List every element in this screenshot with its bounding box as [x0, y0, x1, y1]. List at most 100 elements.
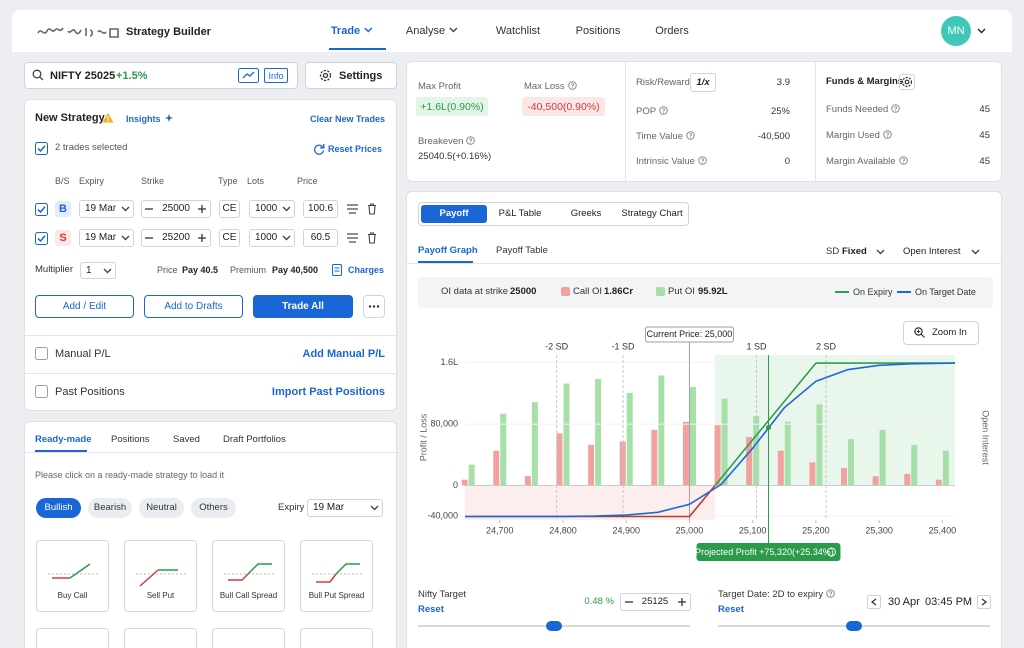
minus[interactable] [144, 233, 154, 243]
tab[interactable]: Ready-made [35, 434, 92, 445]
icon-part [469, 138, 473, 142]
chart-icon[interactable] [238, 68, 259, 83]
icon-part [282, 206, 291, 212]
icon-part [686, 131, 695, 140]
nav-item[interactable]: Watchlist [495, 25, 541, 37]
menu-icon[interactable] [347, 233, 358, 243]
icon-part [139, 569, 159, 587]
expiry-box[interactable] [79, 200, 134, 218]
checkbox[interactable] [35, 232, 48, 245]
charges[interactable]: Charges [348, 265, 385, 275]
strategy-card[interactable] [124, 540, 197, 612]
price-box[interactable] [303, 229, 338, 247]
avatar[interactable] [941, 16, 971, 46]
filter-pill[interactable] [36, 498, 81, 518]
clear-trades[interactable]: Clear New Trades [309, 114, 385, 124]
side-badge[interactable] [55, 230, 71, 246]
oi-menu[interactable]: Open Interest [903, 246, 961, 257]
lots-box[interactable] [249, 200, 295, 218]
symbol: NIFTY 25025 [50, 70, 116, 82]
price-box[interactable] [303, 200, 338, 218]
lots-box[interactable] [249, 229, 295, 247]
tab[interactable]: Positions [111, 434, 150, 445]
icon-part [136, 569, 186, 587]
analysis-tab[interactable]: Greeks [570, 208, 602, 219]
expiry-box[interactable] [79, 229, 134, 247]
manual-label: Manual P/L [55, 348, 111, 360]
nav-item[interactable]: Trade [331, 24, 373, 38]
minus[interactable] [144, 204, 154, 214]
checkbox[interactable] [35, 385, 49, 399]
checkbox[interactable] [35, 203, 48, 216]
strategy-card[interactable] [300, 628, 373, 648]
icon-part [898, 156, 908, 165]
icon-part [282, 235, 291, 241]
slider-thumb[interactable] [846, 621, 862, 631]
plus[interactable] [677, 597, 687, 607]
nav-item[interactable]: Orders [655, 25, 689, 37]
icon-part [121, 235, 130, 241]
insights[interactable]: Insights [126, 112, 173, 126]
gear [319, 69, 332, 82]
filter: Bearish [93, 502, 127, 513]
metric-label: Time Value [636, 130, 695, 144]
minus[interactable] [624, 597, 634, 607]
nav-item[interactable]: Positions [575, 25, 621, 37]
plus[interactable] [197, 204, 207, 214]
checkbox[interactable] [35, 347, 49, 361]
toggle-box[interactable] [690, 73, 716, 92]
icon-part [698, 156, 707, 165]
subtab[interactable]: Payoff Table [496, 245, 548, 256]
icon-part [830, 595, 832, 597]
icon-part [224, 563, 274, 581]
multiplier-box[interactable] [80, 262, 116, 279]
strategy-card[interactable] [212, 628, 285, 648]
strategy-card[interactable] [124, 628, 197, 648]
button[interactable] [144, 295, 243, 318]
icon-part [121, 206, 130, 212]
past-action[interactable]: Import Past Positions [271, 386, 385, 398]
analysis-tab[interactable]: Strategy Chart [621, 208, 683, 219]
strategy-card[interactable] [212, 540, 285, 612]
delete-icon[interactable] [367, 203, 377, 215]
side-badge[interactable] [55, 201, 71, 217]
subtab[interactable]: Payoff Graph [418, 245, 478, 256]
reset-prices[interactable]: Reset Prices [327, 144, 382, 154]
icon-part [567, 81, 577, 90]
strategy-card[interactable] [36, 628, 109, 648]
sd-mode[interactable]: Fixed [842, 246, 867, 257]
date-reset[interactable]: Reset [718, 604, 744, 615]
date-arrow-box[interactable] [977, 595, 991, 609]
more-btn[interactable] [363, 295, 385, 318]
date-arrow-box[interactable] [867, 595, 881, 609]
analysis-tab[interactable]: Payoff [439, 208, 469, 219]
icon-part [686, 131, 695, 140]
gear-box[interactable] [899, 74, 915, 90]
tab[interactable]: Draft Portfolios [223, 434, 286, 445]
tab[interactable]: Saved [173, 434, 200, 445]
info-btn[interactable] [264, 68, 288, 83]
strike-box[interactable] [141, 200, 211, 218]
icon-part [662, 108, 666, 112]
nav-item[interactable]: Analyse [406, 24, 458, 38]
logo [36, 25, 120, 39]
manual-action[interactable]: Add Manual P/L [302, 348, 386, 360]
metric-value: 3.9 [776, 77, 790, 88]
filter-pill[interactable] [88, 498, 132, 518]
filter-pill[interactable] [191, 498, 236, 518]
button[interactable] [35, 295, 134, 318]
delete-icon[interactable] [367, 232, 377, 244]
filter-pill[interactable] [139, 498, 184, 518]
readymade-expiry-box[interactable] [307, 499, 383, 517]
plus[interactable] [197, 233, 207, 243]
analysis-tab[interactable]: P&L Table [498, 208, 542, 219]
button[interactable] [253, 295, 353, 318]
strike-box[interactable] [141, 229, 211, 247]
icon-part [914, 327, 925, 338]
checkbox[interactable] [35, 142, 48, 155]
menu-icon[interactable] [347, 204, 358, 214]
target-reset[interactable]: Reset [418, 604, 444, 615]
hint: Please click on a ready-made strategy to… [35, 470, 225, 480]
slider-thumb[interactable] [546, 621, 562, 631]
strategy-card[interactable] [300, 540, 373, 612]
